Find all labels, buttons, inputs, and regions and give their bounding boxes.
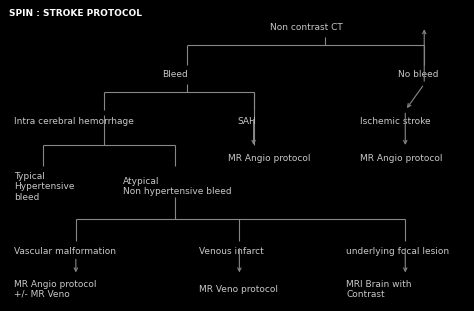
Text: Intra cerebral hemorrhage: Intra cerebral hemorrhage	[14, 117, 134, 126]
Text: Atypical
Non hypertensive bleed: Atypical Non hypertensive bleed	[123, 177, 232, 196]
Text: Venous infarct: Venous infarct	[199, 248, 264, 256]
Text: Ischemic stroke: Ischemic stroke	[360, 117, 431, 126]
Text: MR Veno protocol: MR Veno protocol	[199, 285, 278, 294]
Text: SAH: SAH	[237, 117, 256, 126]
Text: Vascular malformation: Vascular malformation	[14, 248, 116, 256]
Text: underlying focal lesion: underlying focal lesion	[346, 248, 449, 256]
Text: MR Angio protocol: MR Angio protocol	[360, 154, 443, 163]
Text: MR Angio protocol: MR Angio protocol	[228, 154, 310, 163]
Text: MR Angio protocol
+/- MR Veno: MR Angio protocol +/- MR Veno	[14, 280, 97, 299]
Text: Bleed: Bleed	[163, 70, 188, 79]
Text: Typical
Hypertensive
bleed: Typical Hypertensive bleed	[14, 172, 75, 202]
Text: MRI Brain with
Contrast: MRI Brain with Contrast	[346, 280, 411, 299]
Text: No bleed: No bleed	[398, 70, 438, 79]
Text: Non contrast CT: Non contrast CT	[270, 24, 343, 32]
Text: SPIN : STROKE PROTOCOL: SPIN : STROKE PROTOCOL	[9, 9, 143, 18]
